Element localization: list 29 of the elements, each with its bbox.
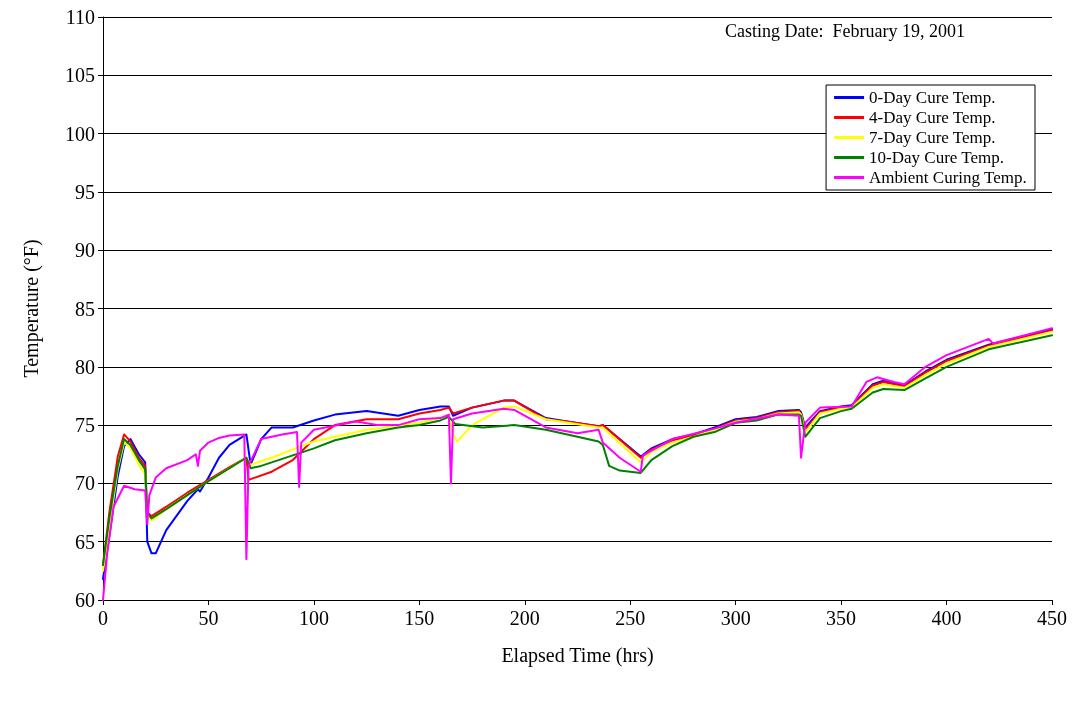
x-tick-label: 200 [509,607,540,629]
y-tick-label: 105 [65,64,95,87]
legend-label: 7-Day Cure Temp. [869,128,996,147]
y-tick-label: 110 [65,6,95,28]
y-tick-label: 60 [75,589,95,611]
x-axis-title: Elapsed Time (hrs) [501,644,654,667]
x-tick-label: 100 [298,607,329,629]
x-tick-label: 0 [98,607,108,629]
y-axis-title: Temperature (°F) [20,239,43,378]
x-tick-label: 250 [615,607,646,629]
y-tick-label: 70 [75,472,95,495]
x-tick-label: 50 [198,607,219,629]
y-tick-label: 80 [75,355,95,378]
legend-label: 10-Day Cure Temp. [869,148,1005,167]
x-tick-label: 150 [404,607,435,629]
y-tick-label: 85 [75,297,95,320]
x-tick-label: 350 [826,607,857,629]
annotation: Casting Date: February 19, 2001 [725,21,966,41]
legend-label: 4-Day Cure Temp. [869,108,996,127]
y-tick-label: 65 [75,530,95,553]
legend-label: Ambient Curing Temp. [869,168,1027,187]
legend-label: 0-Day Cure Temp. [869,88,996,107]
x-tick-label: 450 [1037,607,1067,629]
y-tick-label: 95 [75,180,95,203]
y-tick-label: 90 [75,239,95,262]
x-tick-label: 300 [720,607,751,629]
x-tick-label: 400 [931,607,962,629]
y-tick-label: 100 [65,122,95,145]
y-tick-label: 75 [75,414,95,437]
